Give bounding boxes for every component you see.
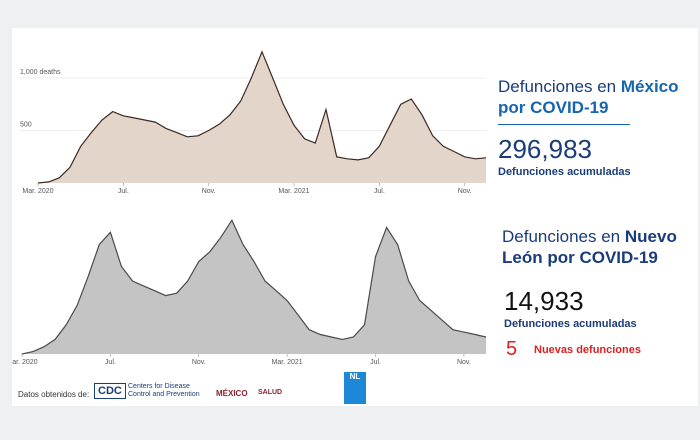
total-label: Defunciones acumuladas — [504, 318, 637, 330]
x-tick-label: Mar. 2021 — [272, 359, 303, 366]
x-tick-label: Nov. — [202, 188, 216, 195]
total: 14,933 — [504, 286, 584, 316]
cdc-name: Centers for Disease Control and Preventi… — [128, 383, 200, 398]
x-tick-label: Mar. 2020 — [12, 359, 38, 366]
line — [21, 218, 487, 355]
title-emphasis: Nuevo — [624, 227, 677, 246]
new-label: Nuevas defunciones — [534, 344, 641, 356]
new-count: 5 — [506, 338, 518, 360]
title-text: León por COVID-19 — [502, 248, 658, 267]
x-tick-label: Jul. — [370, 359, 381, 366]
area-fill — [22, 220, 486, 354]
title-text: Defunciones en — [502, 227, 621, 246]
x-tick-label: Mar. 2020 — [22, 188, 53, 195]
total-label: Defunciones acumuladas — [498, 166, 631, 178]
cdc-logo: CDC — [94, 383, 126, 399]
nl-title: Defunciones en Nuevo León por COVID-19 — [502, 226, 677, 268]
gov-logo: MÉXICO — [216, 389, 248, 398]
charts: 500 1,000 deaths Mar. 2020 Jul. Nov. Mar. 202… — [12, 50, 487, 366]
x-tick-label: Jul. — [374, 188, 385, 195]
salud-logo: SALUD — [258, 389, 283, 396]
source-label: Datos obtenidos de: — [18, 390, 90, 399]
total: 296,983 — [498, 134, 592, 164]
y-tick-label: 1,000 deaths — [20, 69, 61, 76]
title-emphasis: México — [620, 77, 679, 96]
y-tick-label: 500 — [20, 121, 32, 128]
x-tick-label: Nov. — [457, 359, 471, 366]
line — [37, 50, 487, 184]
mexico-title: Defunciones en México por COVID-19 — [498, 76, 679, 118]
area-fill — [38, 51, 486, 183]
x-tick-label: Mar. 2021 — [278, 188, 309, 195]
x-tick-label: Jul. — [105, 359, 116, 366]
x-tick-label: Nov. — [192, 359, 206, 366]
title-text: por COVID-19 — [498, 98, 609, 117]
x-tick-label: Nov. — [458, 188, 472, 195]
nl-logo: NL — [344, 372, 366, 404]
title-text: Defunciones en — [498, 77, 617, 96]
infographic: 500 1,000 deaths Mar. 2020 Jul. Nov. Mar. 202… — [12, 28, 698, 406]
divider — [498, 124, 630, 125]
x-tick-label: Jul. — [118, 188, 129, 195]
